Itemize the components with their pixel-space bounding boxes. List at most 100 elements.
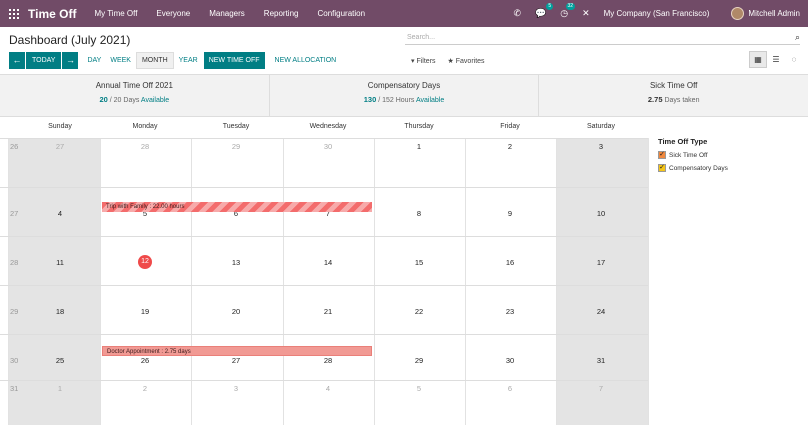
calendar-day[interactable]: 3 bbox=[598, 142, 604, 151]
calendar-day[interactable]: 19 bbox=[140, 307, 150, 316]
grid-column-line bbox=[191, 138, 192, 425]
scale-month-button[interactable]: MONTH bbox=[135, 52, 174, 69]
weekend-column-saturday bbox=[556, 138, 648, 425]
weekend-column-sunday bbox=[8, 138, 100, 425]
activities-icon[interactable]: ◷ 32 bbox=[560, 3, 576, 18]
grid-column-line bbox=[556, 138, 557, 425]
calendar-day[interactable]: 4 bbox=[325, 384, 331, 393]
calendar-view-icon[interactable]: ▦ bbox=[749, 51, 767, 68]
summary-annual[interactable]: Annual Time Off 2021 20 / 20 Days Availa… bbox=[0, 75, 270, 116]
day-header-wednesday: Wednesday bbox=[309, 123, 347, 130]
calendar-day[interactable]: 7 bbox=[598, 384, 604, 393]
calendar-day[interactable]: 21 bbox=[323, 307, 333, 316]
calendar-day[interactable]: 28 bbox=[140, 142, 150, 151]
debug-tools-icon[interactable]: ✕ bbox=[582, 8, 590, 18]
user-avatar[interactable] bbox=[731, 7, 745, 20]
checkbox-checked-icon[interactable]: ✓ bbox=[658, 151, 666, 159]
calendar-day[interactable]: 14 bbox=[323, 258, 333, 267]
filters-dropdown[interactable]: ▾ Filters bbox=[411, 58, 436, 65]
favorites-dropdown[interactable]: ★ Favorites bbox=[447, 58, 485, 65]
calendar-day[interactable]: 4 bbox=[57, 209, 63, 218]
calendar-day[interactable]: 27 bbox=[55, 142, 65, 151]
user-menu[interactable]: Mitchell Admin bbox=[748, 9, 800, 18]
calendar-day[interactable]: 30 bbox=[323, 142, 333, 151]
grid-column-line bbox=[465, 138, 466, 425]
list-view-icon[interactable]: ☰ bbox=[772, 55, 780, 64]
calendar-day[interactable]: 10 bbox=[596, 209, 606, 218]
search-input[interactable]: Search... ⌕ bbox=[405, 31, 800, 45]
menu-managers[interactable]: Managers bbox=[209, 9, 245, 18]
search-placeholder: Search... bbox=[407, 34, 436, 41]
calendar-day[interactable]: 2 bbox=[142, 384, 148, 393]
scale-day-button[interactable]: DAY bbox=[87, 57, 102, 64]
star-icon: ★ bbox=[447, 58, 454, 65]
calendar-day[interactable]: 7 bbox=[325, 209, 331, 218]
calendar-day[interactable]: 9 bbox=[507, 209, 513, 218]
calendar-day[interactable]: 17 bbox=[596, 258, 606, 267]
calendar-day[interactable]: 26 bbox=[140, 356, 150, 365]
company-switcher[interactable]: My Company (San Francisco) bbox=[603, 9, 710, 18]
today-marker[interactable]: 12 bbox=[138, 255, 152, 269]
checkbox-checked-icon[interactable]: ✓ bbox=[658, 164, 666, 172]
menu-configuration[interactable]: Configuration bbox=[317, 9, 366, 18]
filter-sick-time-off[interactable]: ✓ Sick Time Off bbox=[658, 151, 708, 159]
calendar-day[interactable]: 18 bbox=[55, 307, 65, 316]
new-time-off-button[interactable]: NEW TIME OFF bbox=[203, 52, 265, 69]
calendar-day[interactable]: 27 bbox=[231, 356, 241, 365]
menu-reporting[interactable]: Reporting bbox=[263, 9, 299, 18]
scale-year-button[interactable]: YEAR bbox=[178, 57, 198, 64]
calendar-day[interactable]: 15 bbox=[414, 258, 424, 267]
app-name[interactable]: Time Off bbox=[28, 6, 77, 21]
filter-icon: ▾ bbox=[411, 58, 415, 65]
summary-sick[interactable]: Sick Time Off 2.75 Days taken bbox=[539, 75, 808, 116]
calendar-day[interactable]: 22 bbox=[414, 307, 424, 316]
calendar-day[interactable]: 1 bbox=[416, 142, 422, 151]
summary-compensatory[interactable]: Compensatory Days 130 / 152 Hours Availa… bbox=[270, 75, 540, 116]
scale-week-button[interactable]: WEEK bbox=[110, 57, 131, 64]
calendar-day[interactable]: 6 bbox=[507, 384, 513, 393]
day-header-tuesday: Tuesday bbox=[222, 123, 250, 130]
calendar-week-row bbox=[0, 334, 648, 380]
messages-icon[interactable]: 💬 5 bbox=[534, 3, 554, 18]
week-number: 31 bbox=[10, 384, 19, 393]
search-icon[interactable]: ⌕ bbox=[794, 32, 800, 42]
calendar-day[interactable]: 28 bbox=[323, 356, 333, 365]
today-button[interactable]: TODAY bbox=[26, 52, 62, 69]
calendar-day[interactable]: 5 bbox=[142, 209, 148, 218]
summary-title: Sick Time Off bbox=[649, 81, 698, 90]
calendar-day[interactable]: 30 bbox=[505, 356, 515, 365]
calendar-day[interactable]: 16 bbox=[505, 258, 515, 267]
grid-column-line bbox=[283, 138, 284, 425]
apps-menu-icon[interactable] bbox=[9, 8, 19, 19]
summary-title: Annual Time Off 2021 bbox=[95, 81, 173, 90]
next-button[interactable]: → bbox=[62, 52, 79, 69]
activity-view-icon[interactable]: ◌ bbox=[791, 55, 797, 64]
calendar-day[interactable]: 25 bbox=[55, 356, 65, 365]
day-header-sunday: Sunday bbox=[48, 123, 72, 130]
calendar-day[interactable]: 11 bbox=[56, 258, 64, 267]
calendar-day[interactable]: 29 bbox=[231, 142, 241, 151]
calendar-day[interactable]: 5 bbox=[416, 384, 422, 393]
calendar-day[interactable]: 20 bbox=[231, 307, 241, 316]
calendar-day[interactable]: 24 bbox=[596, 307, 606, 316]
menu-everyone[interactable]: Everyone bbox=[156, 9, 191, 18]
time-off-type-panel: Time Off Type ✓ Sick Time Off ✓ Compensa… bbox=[658, 137, 728, 172]
calendar-day[interactable]: 31 bbox=[596, 356, 606, 365]
calendar-day[interactable]: 23 bbox=[505, 307, 515, 316]
filter-compensatory-days[interactable]: ✓ Compensatory Days bbox=[658, 164, 728, 172]
prev-button[interactable]: ← bbox=[9, 52, 25, 69]
calendar-day[interactable]: 8 bbox=[416, 209, 422, 218]
phone-icon[interactable]: ✆ bbox=[513, 8, 521, 18]
calendar-day[interactable]: 2 bbox=[507, 142, 513, 151]
calendar-day[interactable]: 13 bbox=[231, 258, 241, 267]
time-off-event[interactable]: Doctor Appointment : 2.75 days bbox=[102, 346, 372, 356]
menu-my-time-off[interactable]: My Time Off bbox=[94, 9, 138, 18]
calendar-day[interactable]: 6 bbox=[233, 209, 239, 218]
time-off-event[interactable]: Trip with Family : 22.00 hours bbox=[102, 202, 372, 212]
calendar-day[interactable]: 1 bbox=[57, 384, 63, 393]
calendar-day[interactable]: 29 bbox=[414, 356, 424, 365]
calendar-day[interactable]: 3 bbox=[233, 384, 239, 393]
time-off-summary: Annual Time Off 2021 20 / 20 Days Availa… bbox=[0, 74, 808, 117]
new-allocation-button[interactable]: NEW ALLOCATION bbox=[274, 57, 337, 64]
grid-column-line bbox=[8, 138, 9, 425]
